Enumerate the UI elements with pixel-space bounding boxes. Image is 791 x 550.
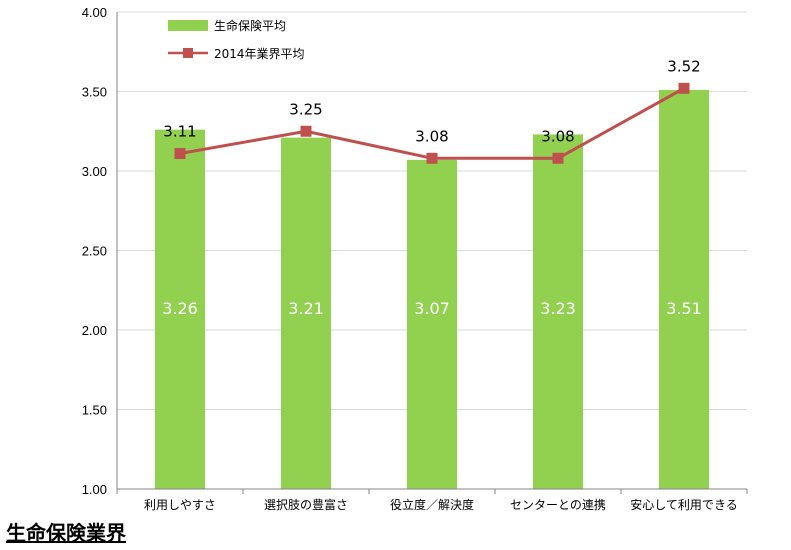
legend: 生命保険平均 2014年業界平均 [168,18,305,61]
bar [533,134,583,489]
line-series [174,82,690,164]
bar [281,137,331,490]
bar [407,159,457,489]
page-title: 生命保険業界 [6,521,126,545]
legend-label-line: 2014年業界平均 [214,47,305,61]
x-axis-category-labels: 利用しやすさ 選択肢の豊富さ 役立度／解決度 センターとの連携 安心して利用できる [144,497,738,512]
bar-data-label: 3.26 [162,299,198,318]
line-marker [678,82,690,94]
x-category-label: 安心して利用できる [630,497,737,512]
line-data-label: 3.08 [541,127,574,145]
line-marker [174,148,186,160]
line-marker [426,152,438,164]
line-data-label: 3.25 [289,100,322,118]
y-tick-label: 3.00 [82,164,107,179]
bar-series [155,89,709,490]
y-axis-tick-labels: 1.00 1.50 2.00 2.50 3.00 3.50 4.00 [82,5,107,497]
chart: 1.00 1.50 2.00 2.50 3.00 3.50 4.00 利用しやすさ 選択肢の豊… [82,5,748,512]
y-tick-label: 4.00 [82,5,107,20]
y-tick-label: 2.00 [82,323,107,338]
line-marker [300,125,312,137]
line-data-label: 3.11 [163,123,196,141]
line-marker [552,152,564,164]
x-category-label: 選択肢の豊富さ [264,497,348,512]
data-labels: 3.26 3.21 3.07 3.23 3.51 3.11 3.25 3.08 3.08 3.52 [162,57,702,318]
bar-data-label: 3.21 [288,299,324,318]
bar [155,129,205,489]
x-category-label: 利用しやすさ [144,498,216,512]
line-data-label: 3.52 [667,57,700,75]
bar [659,89,709,489]
legend-swatch-marker [183,48,193,58]
line-data-label: 3.08 [415,127,448,145]
y-tick-label: 3.50 [82,85,107,100]
x-category-label: センターとの連携 [510,497,606,512]
x-category-label: 役立度／解決度 [390,497,474,512]
bar-data-label: 3.23 [540,299,576,318]
legend-label-bar: 生命保険平均 [214,18,286,33]
y-tick-label: 1.50 [82,403,107,418]
y-tick-label: 2.50 [82,244,107,259]
line-series-path [179,87,685,160]
bar-data-label: 3.51 [666,299,702,318]
legend-swatch-bar [168,20,208,31]
axes [116,12,748,494]
y-tick-label: 1.00 [82,482,107,497]
bar-data-label: 3.07 [414,299,450,318]
